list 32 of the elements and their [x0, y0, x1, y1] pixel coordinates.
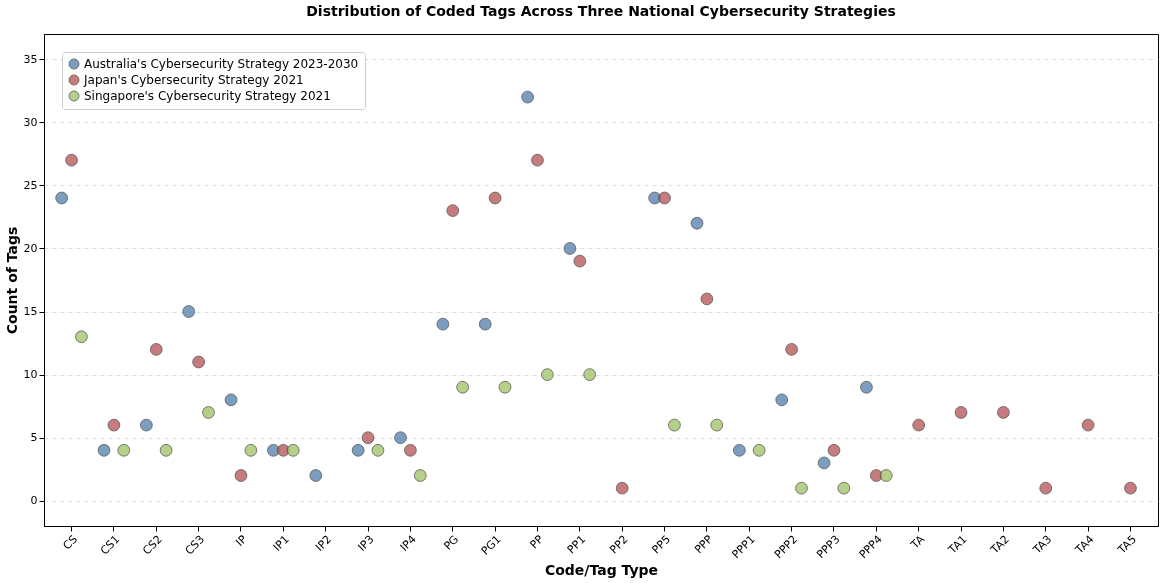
y-tick-label: 30	[23, 115, 38, 129]
x-tick-label: IP1	[270, 532, 292, 554]
x-tick-label: TA3	[1029, 532, 1055, 558]
y-tick-label: 15	[23, 305, 38, 319]
y-tick-label: 5	[30, 431, 38, 445]
x-tick-label: PPP	[692, 532, 716, 557]
x-tick-label: TA4	[1072, 532, 1097, 558]
x-tick-label: PP2	[607, 532, 631, 557]
x-tick-label: TA5	[1114, 532, 1139, 558]
x-tick-label: CS	[60, 532, 81, 553]
x-tick-label: CS1	[97, 532, 123, 558]
y-tick-label: 35	[23, 52, 38, 66]
x-tick-label: TA2	[987, 532, 1012, 558]
x-tick-label: PG	[441, 532, 462, 553]
chart-title: Distribution of Coded Tags Across Three National Cybersecurity Strategies	[306, 3, 896, 19]
legend-label: Singapore's Cybersecurity Strategy 2021	[84, 89, 331, 103]
legend-label: Australia's Cybersecurity Strategy 2023-2030	[84, 57, 359, 71]
x-tick-label: TA1	[945, 532, 970, 558]
x-tick-label: PP	[527, 532, 547, 552]
legend-label: Japan's Cybersecurity Strategy 2021	[83, 73, 304, 87]
y-tick-label: 10	[23, 368, 38, 382]
y-tick-label: 25	[23, 178, 38, 192]
y-tick-label: 0	[30, 494, 38, 508]
x-tick-label: IP	[233, 532, 250, 549]
x-tick-label: PP1	[564, 532, 589, 557]
y-axis-title: Count of Tags	[3, 226, 20, 335]
x-tick-label: IP2	[313, 532, 335, 554]
x-tick-label: IP4	[397, 532, 419, 554]
x-tick-label: TA	[907, 532, 928, 553]
x-axis-title: Code/Tag Type	[544, 562, 659, 579]
y-tick-label: 20	[23, 241, 38, 255]
x-tick-label: IP3	[355, 532, 377, 554]
